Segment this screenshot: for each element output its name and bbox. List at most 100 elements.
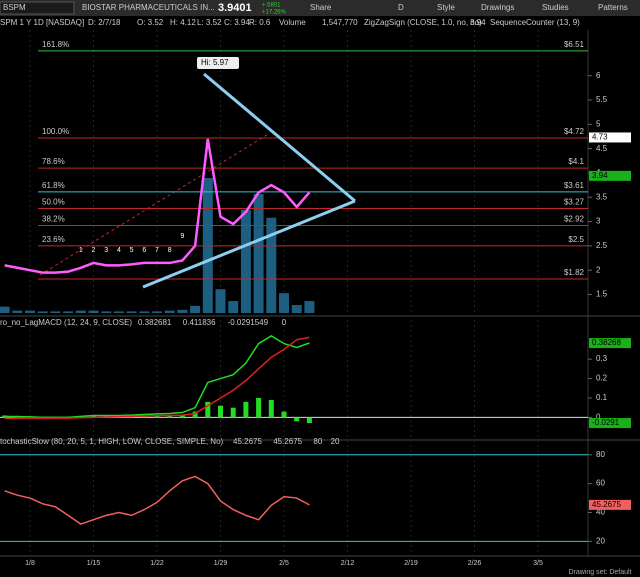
y-tick-label: 6 [596, 71, 601, 80]
fib-pct: 50.0% [42, 198, 65, 207]
study-value: 0 [282, 318, 287, 327]
volume-bar [177, 309, 188, 313]
sequence-label: 1 [79, 247, 83, 254]
share-button[interactable]: Share [310, 3, 332, 12]
fib-pct: 100.0% [42, 127, 69, 136]
y-tick-label: 40 [596, 508, 605, 517]
volume-bar [279, 293, 289, 313]
sequence-label: 4 [117, 247, 121, 254]
period-button[interactable]: D [398, 3, 404, 12]
y-tick-label: 60 [596, 479, 605, 488]
fib-pct: 161.8% [42, 40, 69, 49]
price-tag-label: -0.0291 [592, 418, 620, 427]
histogram-bar [218, 405, 223, 418]
histogram-bar [91, 415, 96, 418]
triangle-line [142, 199, 356, 289]
change: +.5801 [262, 3, 281, 9]
y-tick-label: 0.3 [596, 354, 608, 363]
histogram-bar [230, 407, 236, 418]
info-date: D: 2/7/18 [88, 18, 121, 27]
series-line [4, 138, 311, 274]
y-tick-label: 2 [596, 265, 601, 274]
volume-bar [240, 209, 251, 313]
price-tag [589, 132, 631, 143]
patterns-button[interactable]: Patterns [598, 3, 628, 12]
y-tick-label: 3 [596, 217, 601, 226]
histogram-bar [167, 415, 173, 418]
price-tag-label: 3.94 [592, 171, 608, 180]
x-tick-label: 1/8 [25, 560, 35, 567]
y-tick-label: 1.5 [596, 290, 608, 299]
fib-price: $2.92 [564, 215, 585, 224]
study-value: 45.2675 [273, 437, 302, 446]
price-tag-label: 0.38268 [592, 338, 621, 347]
fib-price: $6.51 [564, 40, 585, 49]
histogram-bar [192, 411, 198, 418]
volume-bar [0, 306, 10, 313]
histogram-bar [294, 417, 300, 422]
study-value: -0.0291549 [228, 318, 269, 327]
y-tick-label: 3.5 [596, 192, 608, 201]
price-tag [589, 338, 631, 349]
fib-price: $4.72 [564, 127, 585, 136]
sequence-label: 5 [130, 247, 134, 254]
volume-bar [126, 311, 137, 313]
histogram-bar [268, 399, 274, 418]
annotation-box [197, 57, 239, 69]
price-tag [589, 170, 631, 181]
footer: Drawing set: Default [568, 569, 631, 576]
info-low: L: 3.52 [197, 18, 222, 27]
volume-bar [139, 311, 150, 313]
x-tick-label: 3/5 [533, 560, 543, 567]
volume-bar [164, 310, 175, 313]
sequence-label: 7 [155, 247, 159, 254]
symbol-box[interactable] [0, 1, 75, 15]
info-range: R: 0.6 [249, 18, 271, 27]
series-line [4, 475, 310, 525]
x-tick-label: 2/5 [279, 560, 289, 567]
histogram-bar [281, 411, 287, 418]
volume-bar [190, 305, 201, 313]
x-tick-label: 1/15 [87, 560, 101, 567]
volume-bar [25, 310, 35, 313]
histogram-bar [243, 401, 249, 418]
study-value: 0.411836 [183, 318, 216, 327]
fib-price: $3.27 [564, 198, 585, 207]
volume-bar [228, 301, 239, 313]
price-tag [589, 418, 631, 429]
study-header: tochasticSlow (80, 20, 5, 1, HIGH, LOW, … [0, 437, 224, 446]
study-value: 20 [331, 437, 340, 446]
x-tick-label: 2/19 [404, 560, 418, 567]
fib-pct: 78.6% [42, 157, 65, 166]
histogram-bar [179, 414, 185, 418]
info-close: C: 3.94 [224, 18, 250, 27]
study-header: ro_no_LagMACD (12, 24, 9, CLOSE) [0, 318, 132, 327]
histogram-bar [306, 417, 312, 424]
y-tick-label: 2.5 [596, 241, 608, 250]
info-volume: 1,547,770 [322, 18, 358, 27]
studies-button[interactable]: Studies [542, 3, 569, 12]
y-tick-label: 4.5 [596, 144, 608, 153]
volume-bar [152, 311, 162, 313]
y-tick-label: 0 [596, 413, 601, 422]
info-high: H: 4.12 [170, 18, 196, 27]
histogram-bar [205, 401, 211, 418]
drawings-button[interactable]: Drawings [481, 3, 514, 12]
fib-price: $3.61 [564, 181, 585, 190]
study-zigzag: ZigZagSign (CLOSE, 1.0, no, no) [364, 18, 482, 27]
symbol[interactable]: BSPM [3, 3, 26, 12]
style-button[interactable]: Style [437, 3, 455, 12]
price-tag-label: 4.73 [592, 133, 608, 142]
fib-price: $2.5 [568, 235, 584, 244]
sequence-label: 6 [142, 247, 146, 254]
fib-price: $4.1 [568, 157, 584, 166]
volume-bar [37, 311, 48, 313]
y-tick-label: 0.1 [596, 393, 608, 402]
histogram-bar [256, 397, 262, 418]
study-value: 80 [313, 437, 322, 446]
histogram-bar [154, 415, 160, 418]
y-tick-label: 0.2 [596, 374, 608, 383]
fib-pct: 23.6% [42, 235, 65, 244]
x-tick-label: 2/12 [341, 560, 355, 567]
